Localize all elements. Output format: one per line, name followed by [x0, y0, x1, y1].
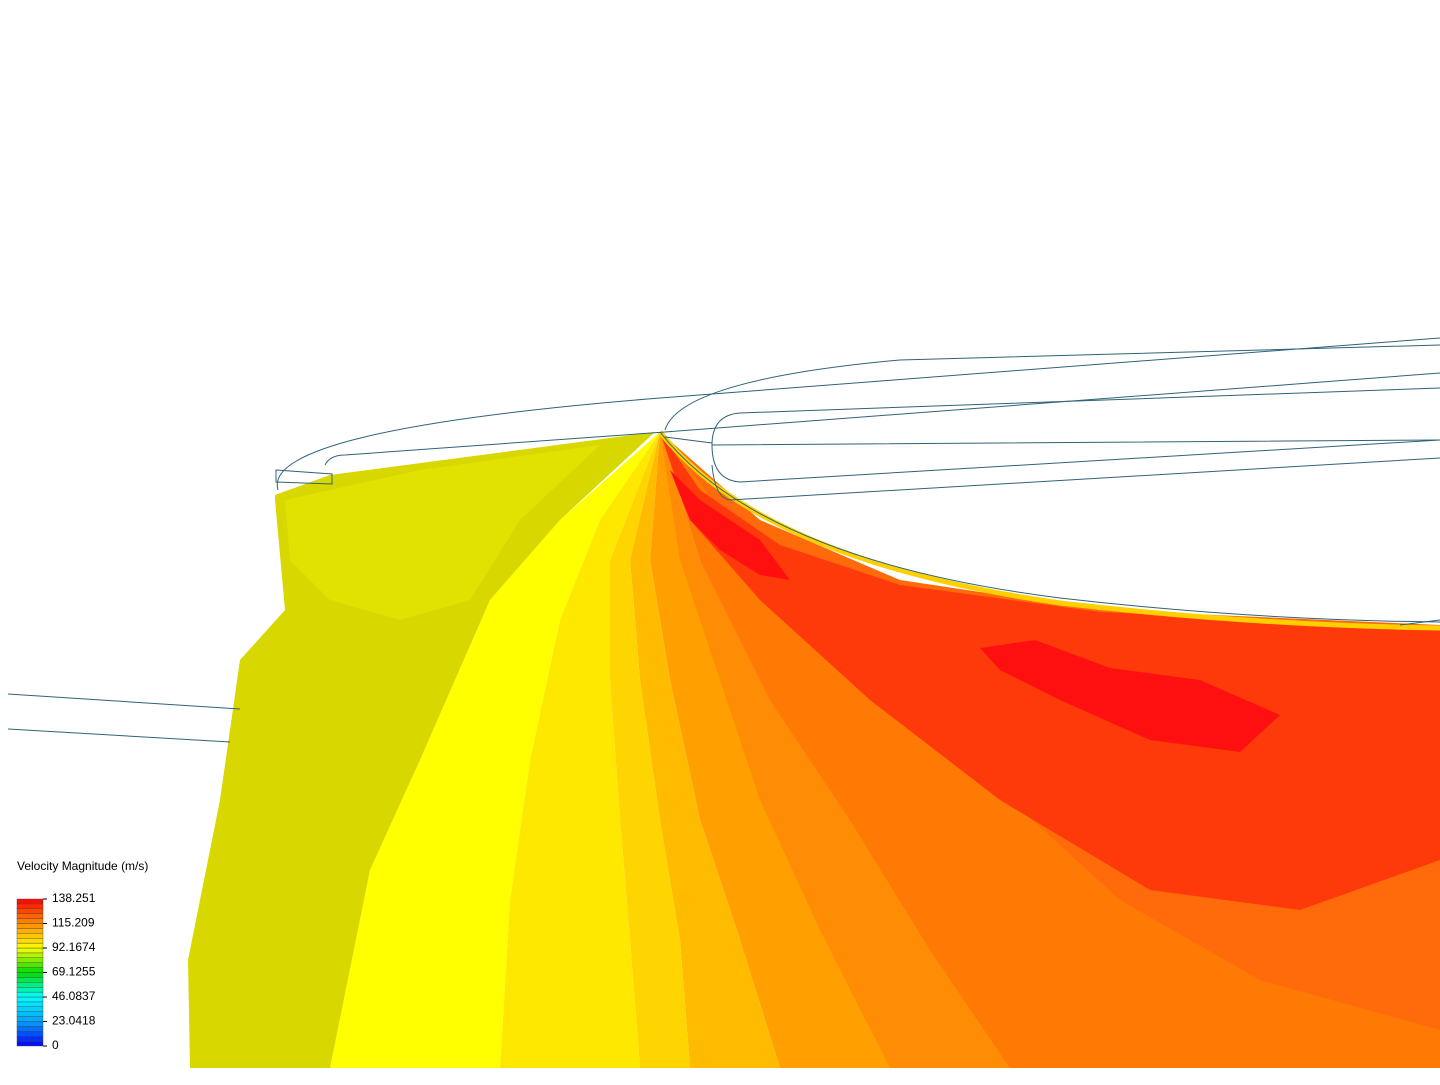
tick-label: 69.1255	[52, 965, 96, 979]
flow-field	[188, 430, 1440, 1068]
tick-label: 23.0418	[52, 1014, 96, 1028]
color-step	[16, 967, 44, 973]
color-step	[16, 982, 44, 988]
color-step	[16, 1035, 44, 1042]
color-step	[16, 1006, 44, 1012]
color-step	[16, 1031, 44, 1037]
color-step	[16, 1016, 44, 1022]
outline	[711, 439, 1440, 501]
contour-band	[630, 432, 780, 1068]
outline	[711, 387, 1440, 446]
contour-band	[670, 470, 790, 580]
color-step	[16, 923, 44, 929]
tick-label: 92.1674	[52, 940, 96, 954]
color-step	[16, 947, 44, 954]
outline	[7, 693, 241, 743]
outline	[276, 337, 1440, 491]
color-step	[16, 1011, 44, 1017]
color-step	[16, 933, 44, 939]
color-step	[16, 1026, 44, 1032]
contour-band	[660, 432, 1440, 1068]
iso-surface	[188, 432, 655, 1068]
contour-band	[500, 432, 660, 1068]
color-step	[16, 918, 44, 924]
contour-band	[650, 432, 890, 1068]
color-step	[16, 962, 44, 968]
color-step	[16, 1040, 44, 1047]
tick-label: 115.209	[52, 916, 95, 930]
outline	[664, 344, 1440, 431]
legend-title: Velocity Magnitude (m/s)	[17, 859, 148, 873]
color-step	[16, 928, 44, 934]
contour-band	[980, 640, 1280, 752]
contour-band	[330, 432, 660, 1068]
outline	[1399, 619, 1440, 626]
color-step	[16, 991, 44, 998]
color-step	[16, 898, 44, 905]
geometry-outline	[7, 337, 1440, 743]
color-step	[16, 908, 44, 914]
outline	[659, 431, 1440, 623]
iso-surface	[285, 445, 600, 620]
color-step	[16, 957, 44, 963]
tick-label: 46.0837	[52, 989, 96, 1003]
outline	[275, 436, 713, 485]
color-step	[16, 996, 44, 1003]
contour-band	[610, 432, 690, 1068]
color-step	[16, 972, 44, 978]
tick-label: 0	[52, 1038, 59, 1052]
tick-label: 138.251	[52, 891, 96, 905]
legend: Velocity Magnitude (m/s) 138.251 115.209 9…	[16, 859, 148, 1052]
color-step	[16, 977, 44, 983]
color-step	[16, 913, 44, 919]
color-step	[16, 952, 44, 959]
color-step	[16, 938, 44, 944]
color-step	[16, 942, 44, 949]
color-step	[16, 987, 44, 993]
color-step	[16, 1021, 44, 1027]
outline	[711, 439, 1440, 483]
color-step	[16, 903, 44, 910]
color-step	[16, 1001, 44, 1008]
outline	[324, 372, 1440, 466]
